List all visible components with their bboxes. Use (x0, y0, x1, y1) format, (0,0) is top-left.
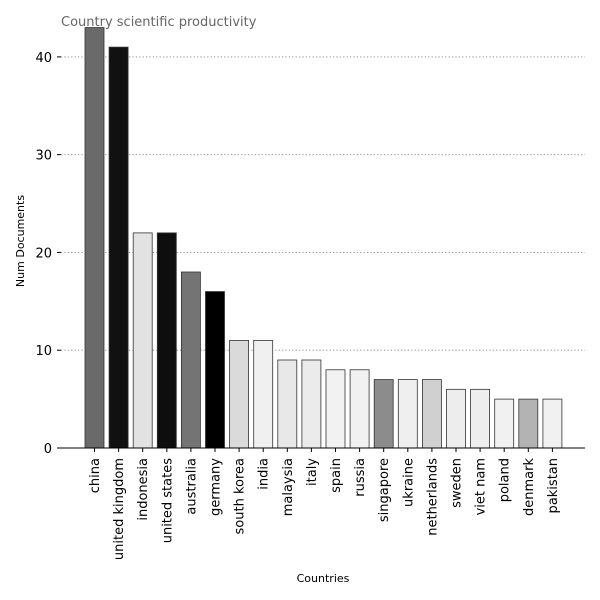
bar-india (253, 340, 274, 449)
bar-russia (349, 369, 370, 449)
x-tick-label: pakistan (546, 458, 561, 513)
bar-denmark (518, 398, 539, 449)
x-tick-label: united states (160, 458, 175, 544)
y-tick-label: 20 (35, 246, 52, 261)
x-tick-label: netherlands (425, 458, 440, 536)
bar-germany (205, 291, 225, 449)
x-tick-label: ukraine (401, 458, 416, 507)
x-tick-label: malaysia (281, 458, 296, 516)
x-tick-label: united kingdom (112, 458, 127, 560)
y-tick-label: 40 (35, 51, 52, 66)
chart-title: Country scientific productivity (61, 15, 257, 30)
bar-ukraine (397, 379, 418, 449)
y-tick-label: 30 (35, 149, 52, 164)
x-tick-label: south korea (233, 458, 248, 534)
x-tick-label: spain (329, 458, 344, 493)
x-tick-label: germany (209, 458, 224, 516)
bar-spain (325, 369, 346, 449)
bar-singapore (373, 379, 394, 449)
bars (84, 27, 563, 449)
x-tick-label: sweden (450, 458, 465, 508)
y-axis-label: Num Documents (14, 195, 27, 287)
bar-netherlands (421, 379, 442, 449)
y-tick-label: 10 (35, 344, 52, 359)
x-tick-label: poland (498, 458, 513, 502)
y-ticks: 0 10 20 30 40 (35, 51, 61, 457)
bar-viet-nam (470, 388, 491, 449)
x-axis-label: Countries (297, 572, 350, 585)
bar-poland (494, 398, 515, 449)
bar-united-states (156, 232, 177, 449)
bar-australia (180, 271, 201, 449)
x-tick-label: india (257, 458, 272, 490)
bar-south-korea (229, 340, 250, 449)
bar-pakistan (542, 398, 563, 449)
bar-italy (301, 359, 322, 449)
bar-china (84, 27, 105, 449)
x-tick-label: viet nam (474, 458, 489, 515)
x-tick-label: denmark (522, 458, 537, 516)
x-tick-label: singapore (377, 458, 392, 522)
grid (61, 56, 585, 351)
x-tick-label: russia (353, 458, 368, 497)
bar-indonesia (132, 232, 153, 449)
x-tick-label: italy (305, 458, 320, 486)
bar-united-kingdom (108, 46, 129, 449)
x-tick-label: china (88, 458, 103, 493)
bar-malaysia (277, 359, 298, 449)
x-tick-label: indonesia (136, 458, 151, 521)
x-tick-label: australia (184, 458, 199, 515)
x-ticks: china united kingdom indonesia united state… (88, 448, 561, 560)
y-tick-label: 0 (44, 442, 52, 457)
bar-sweden (446, 388, 466, 449)
